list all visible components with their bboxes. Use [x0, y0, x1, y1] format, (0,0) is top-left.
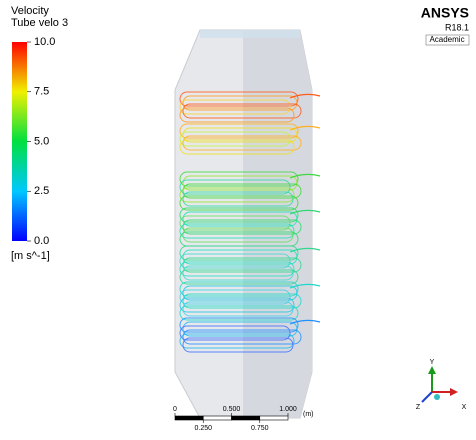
- scale-segment: [260, 416, 288, 420]
- logo-brand: ANSYS: [421, 5, 469, 21]
- scale-label: 0: [173, 406, 177, 413]
- logo-version: R18.1: [445, 22, 469, 32]
- scale-segment: [203, 416, 231, 420]
- legend-tick-label: 5.0: [34, 135, 49, 147]
- legend-unit: [m s^-1]: [11, 250, 50, 262]
- legend-subtitle: Tube velo 3: [11, 17, 68, 29]
- legend-tick-label: 7.5: [34, 86, 49, 98]
- scale-label: 1.000: [279, 406, 297, 413]
- cfd-viewport: Velocity Tube velo 3 10.0 7.5 5.0 2.5 0.0 [m…: [0, 0, 476, 440]
- legend-title: Velocity: [11, 5, 49, 17]
- scale-label: 0.250: [194, 425, 212, 432]
- scale-unit: (m): [303, 411, 314, 418]
- axis-y-label: Y: [430, 359, 435, 366]
- legend-ticks: 10.0 7.5 5.0 2.5 0.0: [27, 36, 55, 247]
- legend-tick-label: 10.0: [34, 36, 55, 48]
- axis-z-label: Z: [416, 404, 421, 411]
- scale-label: 0.750: [251, 425, 269, 432]
- legend-tick-label: 0.0: [34, 235, 49, 247]
- axis-x-label: X: [462, 404, 467, 411]
- logo-edition: Academic: [429, 35, 464, 44]
- color-bar: [12, 42, 27, 241]
- scale-label: 0.500: [223, 406, 241, 413]
- axis-triad: Y Z X: [416, 359, 467, 411]
- scale-segment: [232, 416, 260, 420]
- legend-tick-label: 2.5: [34, 185, 49, 197]
- scale-segment: [175, 416, 203, 420]
- scale-bar: 0 0.500 1.000 0.250 0.750: [173, 406, 297, 432]
